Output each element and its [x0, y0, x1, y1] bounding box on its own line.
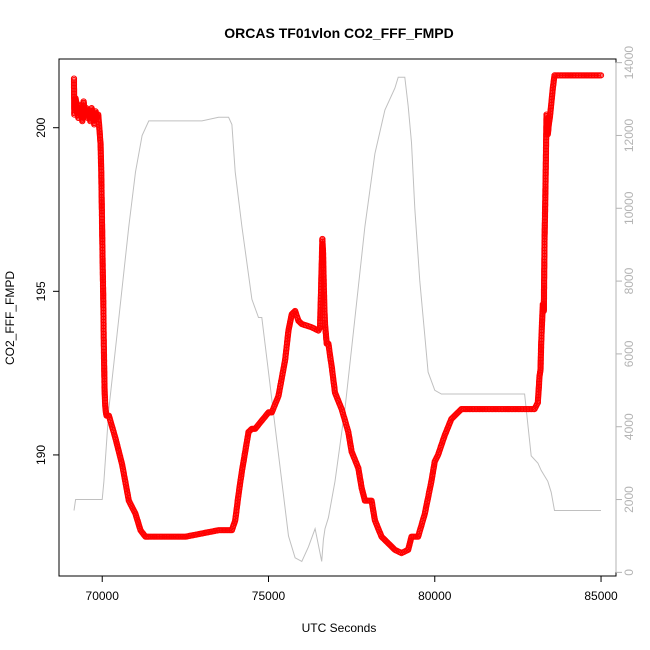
y-tick-label: 200: [34, 117, 48, 137]
primary-series-line: [73, 75, 601, 554]
primary-series: [70, 72, 605, 557]
plot-frame: [58, 58, 617, 577]
x-axis: 70000 75000 80000 85000: [86, 575, 618, 603]
data-point: [597, 72, 605, 79]
x-axis-label: UTC Seconds: [302, 621, 377, 635]
y2-tick-label: 12000: [622, 118, 636, 152]
y2-tick-label: 0: [622, 569, 636, 576]
y2-tick-label: 10000: [622, 191, 636, 225]
secondary-series-line: [73, 76, 601, 563]
x-tick-label: 70000: [86, 589, 120, 603]
y-tick-label: 195: [34, 281, 48, 301]
chart-title: ORCAS TF01vlon CO2_FFF_FMPD: [224, 25, 453, 41]
x-tick-label: 85000: [584, 589, 618, 603]
y2-tick-label: 2000: [622, 486, 636, 513]
y2-tick-label: 4000: [622, 413, 636, 440]
x-tick-label: 80000: [418, 589, 452, 603]
y2-tick-label: 8000: [622, 267, 636, 294]
y-axis-label: CO2_FFF_FMPD: [3, 271, 17, 365]
y2-tick-label: 14000: [622, 46, 636, 80]
y2-tick-label: 6000: [622, 340, 636, 367]
y-axis: 190 195 200: [34, 117, 60, 465]
x-tick-label: 75000: [252, 589, 286, 603]
y-tick-label: 190: [34, 445, 48, 465]
y2-axis: 0 2000 4000 6000 8000 10000 12000 14000: [615, 46, 636, 576]
secondary-series: [73, 76, 601, 563]
